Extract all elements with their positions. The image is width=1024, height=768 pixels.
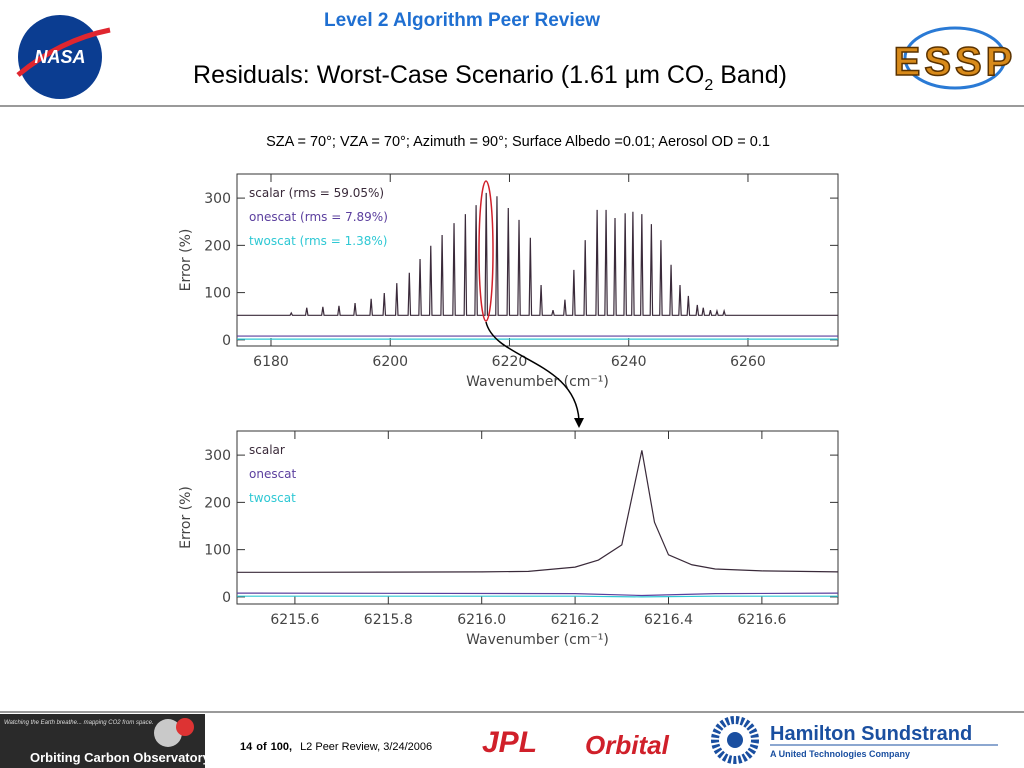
x-tick-label: 6216.2 [551,612,600,628]
oco-logo: Watching the Earth breathe... mapping CO… [0,714,211,768]
x-tick-label: 6220 [492,354,528,370]
page-of: of [256,741,267,753]
legend-entry: onescat (rms = 7.89%) [249,210,388,224]
x-tick-label: 6216.6 [737,612,786,628]
y-tick-label: 100 [204,543,231,559]
legend-entry: scalar (rms = 59.05%) [249,186,384,200]
y-axis-label: Error (%) [178,486,194,549]
page-total: 100, [271,741,292,753]
x-axis-label: Wavenumber (cm⁻¹) [466,374,609,390]
jpl-logo: JPL [482,726,537,759]
nasa-swoosh [16,27,111,77]
y-tick-label: 300 [204,448,231,464]
plot-frame [236,173,839,347]
x-tick-label: 6215.6 [270,612,319,628]
essp-ring [903,26,1007,90]
title-subscript: 2 [704,77,713,94]
y-axis-label: Error (%) [178,229,194,292]
conditions: SZA = 70°; VZA = 70°; Azimuth = 90°; Sur… [266,134,770,150]
hs-core [727,732,743,748]
y-tick-label: 100 [204,286,231,302]
legend-entry: onescat [249,467,297,481]
series-line [236,592,839,597]
title-end: Band) [713,61,787,89]
slide-title: Residuals: Worst-Case Scenario (1.61 µm … [193,61,787,94]
x-tick-label: 6216.0 [457,612,506,628]
series-line [237,450,839,573]
chart: 0 100 200 300 6215.6 6215.8 6216.0 6216.2 6216.4… [178,430,839,648]
legend-entry: twoscat [249,491,296,505]
legend-entry: twoscat (rms = 1.38%) [249,234,387,248]
y-tick-label: 300 [204,191,231,207]
x-tick-label: 6215.8 [364,612,413,628]
plot-frame [236,430,839,605]
series-line [237,192,838,316]
hs-sub: A United Technologies Company [770,749,910,759]
y-tick-label: 200 [204,238,231,254]
hs-name: Hamilton Sundstrand [770,723,972,745]
program-title: Level 2 Algorithm Peer Review [324,10,600,31]
footer-note: L2 Peer Review, 3/24/2006 [300,741,432,753]
oco-name: Orbiting Carbon Observatory [30,750,211,765]
series-line [237,595,838,598]
hs-logo: Hamilton Sundstrand A United Technologie… [711,716,998,764]
page-number: 14 of 100, L2 Peer Review, 3/24/2006 [240,741,432,753]
page-current: 14 [240,741,253,753]
highlight-ellipse [478,180,494,322]
charts: 0 100 200 300 6180 6200 6220 6240 6260 Wavenumber… [178,173,839,648]
x-tick-label: 6216.4 [644,612,693,628]
essp-text: ESSP [894,40,1017,84]
oco-tagline: Watching the Earth breathe... mapping CO… [4,720,154,726]
title-main: Residuals: Worst-Case Scenario (1.61 µm … [193,61,704,89]
oco-sphere-red [176,718,194,736]
x-tick-label: 6200 [372,354,408,370]
legend-entry: scalar [249,443,285,457]
nasa-text: NASA [34,47,85,67]
orbital-logo: Orbital [585,730,670,760]
nasa-logo: NASA [16,15,111,99]
x-tick-label: 6240 [611,354,647,370]
zoom-arrow [485,321,580,421]
oco-sphere [154,719,182,747]
x-tick-label: 6260 [730,354,766,370]
hs-sun [711,716,759,764]
chart: 0 100 200 300 6180 6200 6220 6240 6260 Wavenumber… [178,173,839,390]
y-tick-label: 0 [222,590,231,606]
y-tick-label: 200 [204,495,231,511]
essp-logo: ESSP [893,26,1017,90]
y-tick-label: 0 [222,333,231,349]
x-axis-label: Wavenumber (cm⁻¹) [466,632,609,648]
x-tick-label: 6180 [253,354,289,370]
arrow-head [574,418,584,428]
